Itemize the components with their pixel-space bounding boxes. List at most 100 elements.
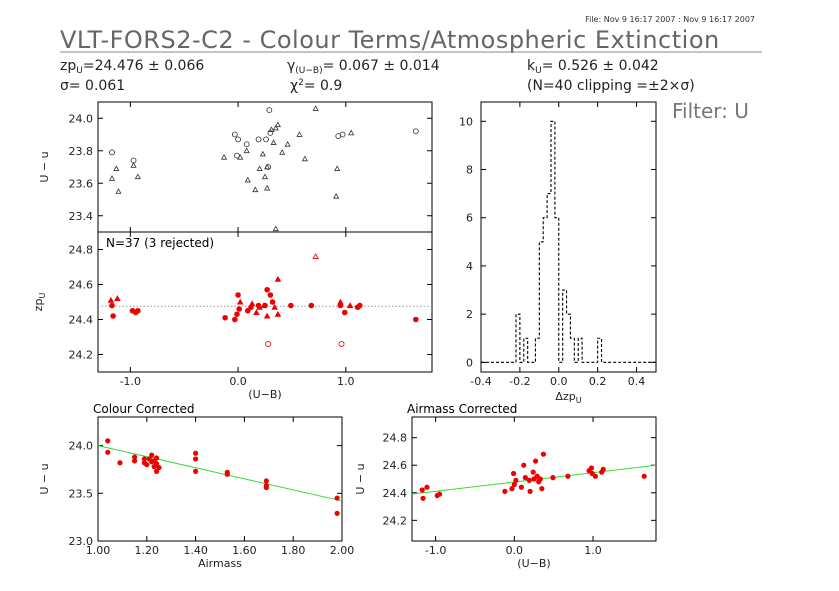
colour-xlabel: Airmass [198,557,242,570]
airmass-point [420,495,426,501]
top-triangle-point [237,154,244,160]
colour-point [193,450,199,456]
top-triangle-point [272,124,279,131]
colour-point [193,456,199,462]
top-triangle-point [301,155,308,162]
top-triangle-point [259,150,266,157]
plot-airmass-corrected: 24.2 24.4 24.6 24.8 -1.0 0.0 1.0 Airmass Correc… [354,402,657,570]
mid-triangle-point [346,302,354,308]
hist-ytick-label: 2 [466,308,473,321]
top-circle-point [255,136,262,143]
stat-clipping: (N=40 clipping =±2×σ) [527,78,695,94]
hist-bar [516,314,520,362]
mid-rejected-triangle [312,253,319,259]
top-circle-point [267,129,274,136]
top-triangle-point [130,162,137,168]
airmass-point [526,477,532,483]
mid-triangle-point [253,309,260,315]
top-triangle-point [312,105,319,111]
colour-point [224,471,230,477]
mid-point [135,307,141,314]
hist-frame [480,101,657,373]
top-ytick-label: 23.8 [69,145,94,158]
plot-zeropoint: 24.2 24.4 24.6 24.8 -1.0 0.0 1.0 N=37 (3 reject… [32,231,433,401]
top-triangle-point [134,173,141,180]
airmass-point [592,473,598,479]
colour-frame [97,416,343,542]
stat-gamma: γ(U−B)= 0.067 ± 0.014 [287,58,440,76]
mid-point [235,292,241,298]
top-ytick-label: 23.6 [69,177,94,190]
hist-bar [543,218,547,363]
mid-point [222,314,228,321]
airmass-point [502,488,508,494]
colour-point [334,510,340,516]
hist-ytick-label: 4 [466,260,473,273]
top-ylabel: U − u [38,151,51,182]
filter-label: Filter: U [672,99,749,123]
top-circle-point [235,136,241,143]
airmass-point [534,473,540,479]
top-triangle-point [261,173,269,180]
hist-bar [551,121,555,362]
airmass-ylabel: U − u [354,463,367,494]
figure-title: VLT-FORS2-C2 - Colour Terms/Atmospheric … [60,26,720,54]
colour-xtick-label: 1.20 [135,544,160,557]
colour-point [263,484,269,491]
airmass-point [540,451,547,457]
mid-point [288,302,294,309]
top-triangle-point [256,165,263,171]
colour-xtick-label: 1.80 [281,544,306,557]
airmass-point [532,458,539,464]
top-circle-point [339,131,346,138]
airmass-point [436,491,443,497]
hist-bar [524,338,528,362]
airmass-xtick-label: 1.0 [584,544,602,557]
top-triangle-point [264,163,271,170]
airmass-point [419,487,425,493]
stat-sigma: σ= 0.061 [60,78,125,94]
mid-xtick-label: -1.0 [120,375,141,388]
top-triangle-point [243,147,250,154]
mid-ytick-label: 24.2 [69,349,94,362]
airmass-ytick-label: 24.8 [383,432,408,445]
hist-xtick-label: 0.4 [628,375,646,388]
airmass-point [521,462,527,468]
colour-point [153,461,160,467]
mid-point [109,302,115,309]
top-triangle-point [268,126,275,132]
top-triangle-point [272,225,279,232]
airmass-ytick-label: 24.4 [383,487,408,500]
mid-point [269,299,276,305]
mid-xtick-label: 1.0 [337,375,355,388]
colour-point [149,452,155,458]
mid-xlabel: (U−B) [248,388,281,401]
top-triangle-point [252,186,259,193]
top-triangle-point [115,188,122,194]
colour-point [193,468,199,474]
colour-ylabel: U − u [38,463,51,494]
airmass-point [531,476,537,482]
airmass-ytick-label: 24.6 [383,459,408,472]
airmass-point [588,465,595,471]
top-triangle-point [264,184,271,191]
colour-xtick-label: 2.00 [330,544,355,557]
colour-point [105,438,111,444]
airmass-point [513,477,519,483]
file-stamp: File: Nov 9 16:17 2007 : Nov 9 16:17 200… [585,15,755,24]
top-circle-point [263,136,269,143]
colour-point [153,468,160,474]
mid-triangle-point [263,312,271,319]
mid-point [232,316,238,323]
hist-ytick-label: 0 [466,356,473,369]
top-triangle-point [333,193,340,199]
top-triangle-point [296,131,303,137]
top-triangle-point [348,129,355,136]
hist-bar [570,338,574,362]
hist-xtick-label: -0.2 [509,375,530,388]
top-triangle-point [270,139,277,145]
top-triangle-point [244,176,251,183]
airmass-xtick-label: -1.0 [425,544,446,557]
hist-ytick-label: 6 [466,212,473,225]
airmass-point [527,488,533,494]
